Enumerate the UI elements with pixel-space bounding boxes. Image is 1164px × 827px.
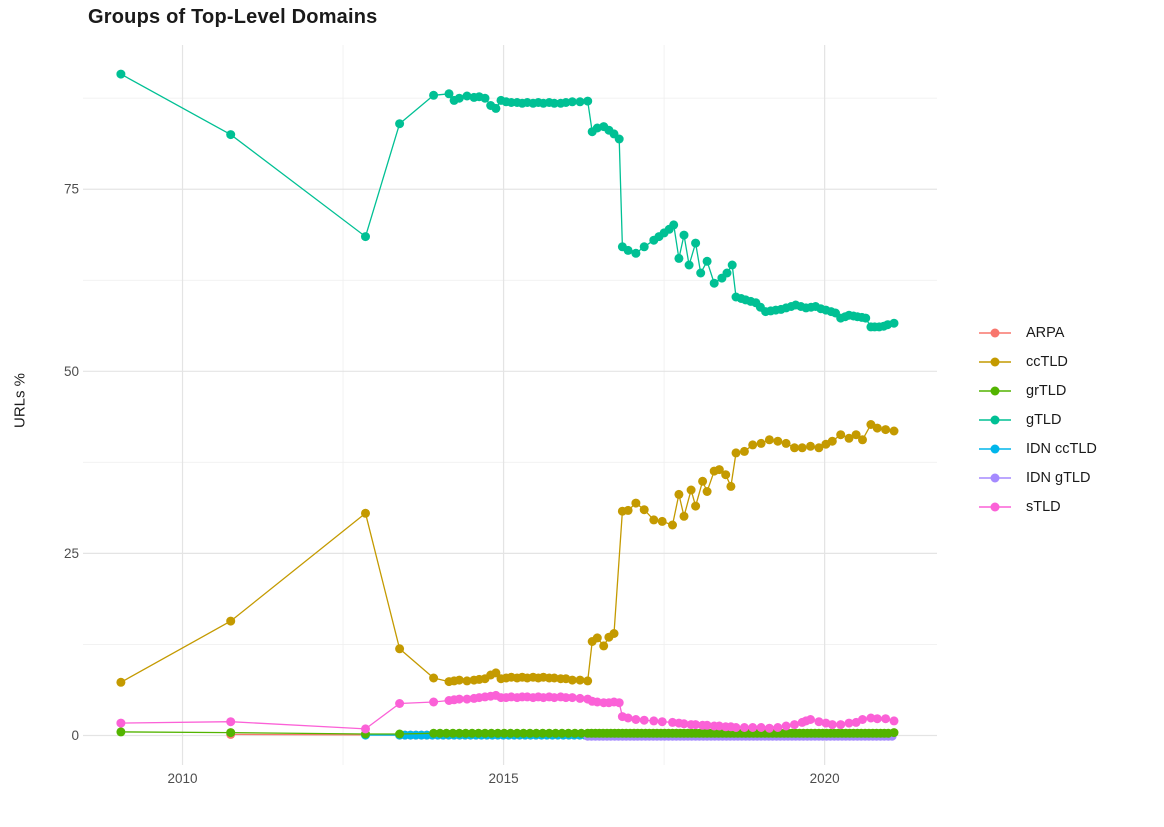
x-tick-label: 2010 <box>168 771 198 786</box>
y-tick-label: 25 <box>64 546 79 561</box>
legend-key-icon <box>979 328 1011 337</box>
y-tick-label: 0 <box>71 728 79 743</box>
y-tick-label: 75 <box>64 182 79 197</box>
legend-item-cctld: ccTLD <box>978 347 1097 376</box>
legend-item-label: grTLD <box>1026 382 1067 399</box>
series-gtld <box>116 69 899 332</box>
legend-item-grtld: grTLD <box>978 376 1097 405</box>
x-tick-label: 2020 <box>810 771 840 786</box>
legend-item-label: IDN gTLD <box>1026 469 1091 486</box>
legend-item-label: gTLD <box>1026 411 1062 428</box>
legend-key-icon <box>979 444 1011 453</box>
axis-tick-labels: 0 25 50 75 2010 2015 2020 <box>64 182 840 786</box>
legend-item-stld: sTLD <box>978 492 1097 521</box>
series-stld <box>116 690 899 734</box>
legend-item-idn-cctld: IDN ccTLD <box>978 434 1097 463</box>
chart-title: Groups of Top-Level Domains <box>88 6 378 28</box>
legend: ARPA ccTLD grTLD gTLD IDN ccTLD IDN gTLD sTLD <box>978 318 1097 521</box>
x-tick-label: 2015 <box>489 771 519 786</box>
legend-key-icon <box>979 473 1011 482</box>
series-cctld <box>116 420 899 687</box>
y-axis-title: URLs % <box>11 373 29 429</box>
legend-key-icon <box>979 357 1011 366</box>
legend-item-gtld: gTLD <box>978 405 1097 434</box>
legend-item-label: IDN ccTLD <box>1026 440 1097 457</box>
legend-item-idn-gtld: IDN gTLD <box>978 463 1097 492</box>
legend-item-label: ARPA <box>1026 324 1065 341</box>
legend-item-label: ccTLD <box>1026 353 1068 370</box>
legend-key-icon <box>979 415 1011 424</box>
legend-item-arpa: ARPA <box>978 318 1097 347</box>
legend-key-icon <box>979 502 1011 511</box>
legend-key-icon <box>979 386 1011 395</box>
major-gridlines <box>83 45 937 765</box>
y-tick-label: 50 <box>64 364 79 379</box>
minor-gridlines <box>83 45 937 765</box>
legend-item-label: sTLD <box>1026 498 1061 515</box>
